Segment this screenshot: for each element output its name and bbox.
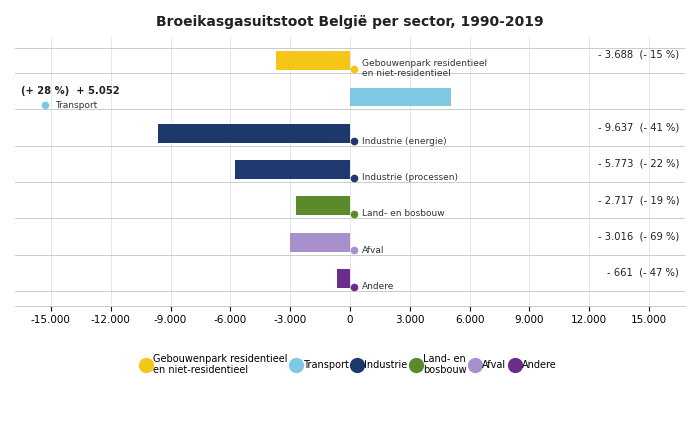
Legend: Gebouwenpark residentieel
en niet-residentieel, Transport, Industrie, Land- en
b: Gebouwenpark residentieel en niet-reside… [144, 354, 556, 375]
Text: - 661  (- 47 %): - 661 (- 47 %) [608, 268, 679, 278]
Title: Broeikasgasuitstoot België per sector, 1990-2019: Broeikasgasuitstoot België per sector, 1… [156, 15, 544, 29]
Bar [350, 88, 451, 106]
Bar [290, 233, 350, 252]
Bar [158, 124, 350, 143]
Bar [276, 51, 350, 70]
Bar [296, 197, 350, 215]
Bar [337, 269, 350, 288]
Text: - 3.016  (- 69 %): - 3.016 (- 69 %) [598, 232, 679, 241]
Text: - 5.773  (- 22 %): - 5.773 (- 22 %) [598, 159, 679, 169]
Text: - 2.717  (- 19 %): - 2.717 (- 19 %) [598, 195, 679, 205]
Text: - 9.637  (- 41 %): - 9.637 (- 41 %) [598, 122, 679, 132]
Bar [235, 160, 350, 179]
Text: Gebouwenpark residentieel
en niet-residentieel: Gebouwenpark residentieel en niet-reside… [362, 59, 487, 78]
Text: Land- en bosbouw: Land- en bosbouw [362, 209, 444, 219]
Text: Andere: Andere [362, 282, 394, 291]
Text: (+ 28 %)  + 5.052: (+ 28 %) + 5.052 [21, 86, 120, 96]
Text: Afval: Afval [362, 246, 384, 255]
Text: Industrie (energie): Industrie (energie) [362, 137, 447, 146]
Text: Transport: Transport [55, 101, 97, 110]
Text: Industrie (processen): Industrie (processen) [362, 173, 458, 182]
Text: - 3.688  (- 15 %): - 3.688 (- 15 %) [598, 50, 679, 60]
